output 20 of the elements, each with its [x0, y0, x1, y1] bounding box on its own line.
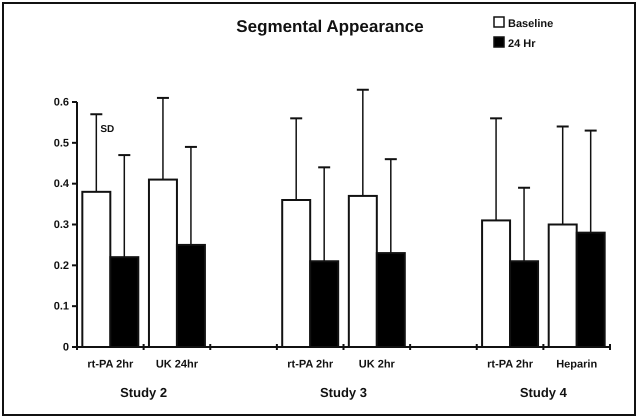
y-tick-label: 0.5 — [54, 137, 69, 150]
y-tick-label: 0.3 — [54, 219, 69, 232]
x-tick-label: rt-PA 2hr — [487, 358, 534, 371]
chart-title: Segmental Appearance — [236, 17, 424, 36]
x-tick-label: rt-PA 2hr — [287, 358, 334, 371]
text: Study 4 — [520, 385, 568, 400]
y-tick-label: 0.4 — [54, 178, 70, 190]
y-tick-label: 0.2 — [54, 260, 69, 272]
x-tick-label: Heparin — [556, 358, 598, 371]
legend-label: Baseline — [508, 18, 554, 30]
annotation: SD — [100, 124, 114, 135]
y-tick-label: 0.1 — [54, 300, 69, 313]
x-tick-label: UK 2hr — [358, 358, 396, 371]
y-tick-label: 0.6 — [54, 96, 69, 109]
text: Study 3 — [320, 385, 367, 400]
x-tick-label: rt-PA 2hr — [87, 358, 134, 371]
y-tick-label: 0 — [62, 342, 69, 354]
x-tick-label: UK 24hr — [156, 358, 199, 371]
legend-label: 24 Hr — [508, 38, 536, 50]
text: Study 2 — [120, 385, 168, 400]
